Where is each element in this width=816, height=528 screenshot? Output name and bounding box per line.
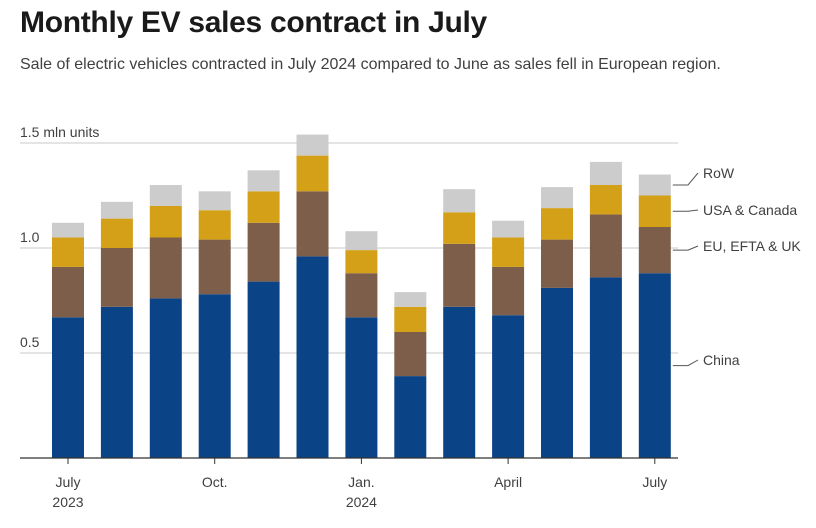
- bar-segment-row: [443, 189, 476, 213]
- bar-segment-row: [492, 220, 525, 238]
- bar-segment-eu-efta-uk: [638, 227, 671, 274]
- bar-segment-eu-efta-uk: [149, 237, 182, 299]
- bar-segment-row: [345, 231, 378, 251]
- bar-segment-row: [296, 134, 329, 156]
- bar-segment-china: [638, 273, 671, 458]
- x-axis: July 2023 Oct. Jan. 2024 April July: [20, 457, 678, 510]
- legend-label-china: China: [703, 352, 740, 368]
- bar-segment-eu-efta-uk: [345, 273, 378, 318]
- bar-segment-usa-canada: [443, 212, 476, 244]
- bars: [52, 134, 671, 458]
- bar-segment-eu-efta-uk: [52, 266, 84, 318]
- bar-segment-usa-canada: [541, 208, 573, 240]
- bar-segment-row: [198, 191, 231, 211]
- bar-segment-china: [52, 317, 84, 458]
- bar-segment-eu-efta-uk: [492, 266, 525, 316]
- bar-segment-usa-canada: [52, 237, 84, 267]
- bar-segment-china: [492, 315, 525, 458]
- bar-segment-eu-efta-uk: [100, 248, 133, 307]
- bar-segment-row: [52, 222, 84, 238]
- bar-segment-china: [443, 306, 476, 458]
- x-tick-label: Oct.: [202, 474, 228, 490]
- bar-segment-row: [541, 187, 573, 209]
- bar-segment-row: [247, 170, 280, 192]
- bar-segment-china: [345, 317, 378, 458]
- bar-segment-china: [541, 287, 573, 458]
- bar-segment-china: [247, 281, 280, 458]
- bar-segment-usa-canada: [345, 250, 378, 274]
- bar-segment-row: [589, 161, 622, 185]
- bar-segment-eu-efta-uk: [198, 239, 231, 295]
- legend-label-usa-canada: USA & Canada: [703, 202, 797, 218]
- bar-segment-eu-efta-uk: [247, 222, 280, 282]
- bar-segment-eu-efta-uk: [296, 191, 329, 257]
- bar-segment-eu-efta-uk: [443, 243, 476, 307]
- bar-segment-china: [100, 306, 133, 458]
- bar-segment-usa-canada: [149, 206, 182, 238]
- y-tick-label: 0.5: [20, 334, 40, 350]
- y-tick-label: 1.5 mln units: [20, 124, 99, 140]
- bar-segment-china: [589, 277, 622, 458]
- x-tick-label: July: [56, 474, 81, 490]
- bar-segment-row: [638, 174, 671, 196]
- legend: RoW USA & Canada EU, EFTA & UK China: [672, 165, 801, 368]
- x-tick-label: Jan.: [348, 474, 374, 490]
- x-tick-label: July: [642, 474, 667, 490]
- bar-segment-china: [296, 256, 329, 458]
- bar-segment-row: [100, 201, 133, 219]
- x-tick-label: 2024: [346, 494, 377, 510]
- bar-segment-china: [198, 294, 231, 458]
- bar-segment-china: [394, 376, 427, 458]
- y-tick-label: 1.0: [20, 229, 40, 245]
- legend-leader-line: [672, 359, 699, 367]
- bar-segment-eu-efta-uk: [394, 332, 427, 377]
- legend-leader-line: [672, 172, 699, 186]
- legend-label-row: RoW: [703, 165, 735, 181]
- bar-segment-eu-efta-uk: [589, 214, 622, 278]
- bar-segment-usa-canada: [296, 155, 329, 192]
- bar-segment-row: [394, 292, 427, 307]
- bar-segment-usa-canada: [247, 191, 280, 223]
- x-tick-label: 2023: [52, 494, 83, 510]
- bar-segment-usa-canada: [492, 237, 525, 267]
- bar-segment-row: [149, 185, 182, 206]
- bar-segment-usa-canada: [394, 306, 427, 332]
- legend-label-eu-efta-uk: EU, EFTA & UK: [703, 238, 801, 254]
- chart-title: Monthly EV sales contract in July: [20, 6, 487, 39]
- bar-segment-usa-canada: [198, 210, 231, 240]
- bar-segment-usa-canada: [589, 185, 622, 215]
- legend-leader-line: [672, 245, 699, 251]
- bar-segment-usa-canada: [638, 195, 671, 227]
- bar-segment-china: [149, 298, 182, 458]
- legend-leader-line: [672, 209, 699, 212]
- bar-segment-eu-efta-uk: [541, 239, 573, 288]
- x-tick-label: April: [494, 474, 522, 490]
- chart-subtitle: Sale of electric vehicles contracted in …: [20, 56, 721, 73]
- bar-segment-usa-canada: [100, 218, 133, 248]
